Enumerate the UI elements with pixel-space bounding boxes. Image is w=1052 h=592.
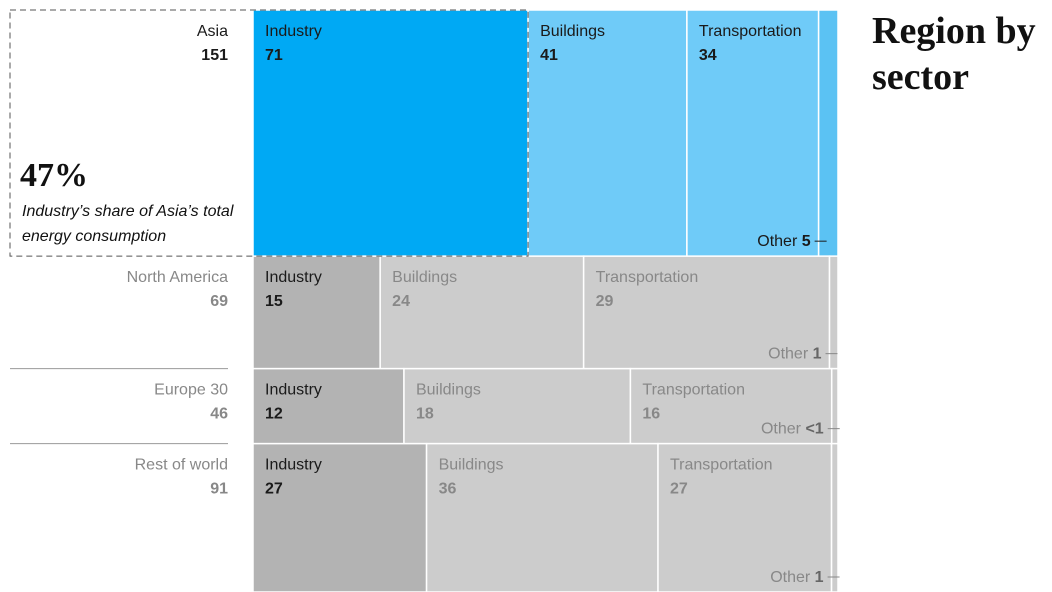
- sector-block: [252, 367, 405, 445]
- sector-value: 18: [416, 406, 434, 423]
- sector-value: 71: [265, 47, 283, 64]
- other-label: Other 5: [757, 233, 810, 250]
- sector-name: Buildings: [392, 269, 457, 286]
- sector-value: 15: [265, 293, 283, 310]
- sector-name: Transportation: [596, 269, 699, 286]
- sector-value: 27: [265, 481, 283, 498]
- sector-name: Buildings: [540, 23, 605, 40]
- other-value: 5: [802, 233, 811, 250]
- sector-value: 29: [596, 293, 614, 310]
- sector-name: Transportation: [642, 382, 745, 399]
- sector-block: [828, 255, 839, 370]
- other-value: 1: [815, 569, 824, 586]
- sector-name: Industry: [265, 23, 322, 40]
- region-total: 91: [210, 481, 228, 498]
- sector-value: 34: [699, 47, 717, 64]
- sector-block: [252, 255, 381, 370]
- sector-value: 16: [642, 406, 660, 423]
- highlight-box: [9, 9, 529, 257]
- other-name: Other: [770, 569, 811, 586]
- sector-value: 12: [265, 406, 283, 423]
- other-name: Other: [761, 421, 802, 438]
- sector-name: Industry: [265, 382, 322, 399]
- sector-block: [629, 367, 833, 445]
- sector-name: Industry: [265, 457, 322, 474]
- region-name: Europe 30: [154, 382, 228, 399]
- annotation-text: Industry’s share of Asia’s total energy …: [22, 203, 234, 245]
- region-name: Asia: [197, 23, 228, 40]
- region-name: North America: [127, 269, 228, 286]
- other-value: 1: [813, 346, 822, 363]
- region-name: Rest of world: [135, 457, 228, 474]
- region-total: 151: [201, 47, 228, 64]
- sector-block: [817, 9, 839, 257]
- sector-block: [527, 9, 688, 257]
- sector-value: 41: [540, 47, 558, 64]
- other-value: <1: [805, 421, 823, 438]
- other-label: Other 1: [770, 569, 823, 586]
- sector-value: 36: [439, 481, 457, 498]
- sector-block: [830, 442, 839, 592]
- region-total: 46: [210, 406, 228, 423]
- sector-name: Buildings: [416, 382, 481, 399]
- sector-value: 24: [392, 293, 410, 310]
- sector-value: 27: [670, 481, 688, 498]
- region-total: 69: [210, 293, 228, 310]
- sector-block: [252, 9, 529, 257]
- sector-name: Industry: [265, 269, 322, 286]
- sector-block: [582, 255, 831, 370]
- chart-title: Region by sector: [872, 10, 1036, 98]
- sector-name: Buildings: [439, 457, 504, 474]
- other-name: Other: [768, 346, 809, 363]
- sector-block: [830, 367, 839, 445]
- sector-name: Transportation: [699, 23, 802, 40]
- sector-block: [403, 367, 632, 445]
- other-name: Other: [757, 233, 798, 250]
- other-label: Other <1: [761, 421, 824, 438]
- other-label: Other 1: [768, 346, 821, 363]
- sector-name: Transportation: [670, 457, 773, 474]
- annotation-value: 47%: [20, 157, 88, 194]
